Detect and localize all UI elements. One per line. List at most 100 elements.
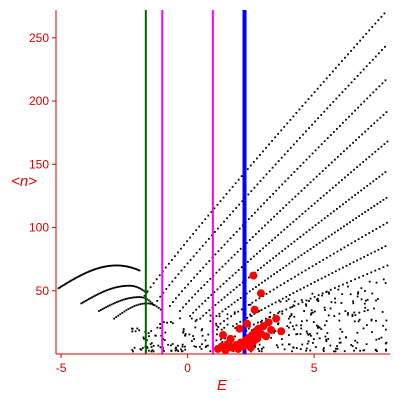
data-point-ray-7 xyxy=(240,308,243,311)
data-point-cloud xyxy=(385,319,388,322)
data-point-ray-2 xyxy=(257,208,259,211)
data-point-cloud xyxy=(188,333,191,336)
data-point-cloud xyxy=(150,350,153,353)
data-point-ray-6 xyxy=(349,221,351,224)
data-point-arc-0 xyxy=(81,273,84,276)
data-point-ray-6 xyxy=(218,312,221,315)
data-point-cloud xyxy=(251,329,253,332)
data-point-ray-0 xyxy=(313,91,316,94)
data-point-cloud xyxy=(384,348,387,351)
data-point-ray-3 xyxy=(370,125,373,127)
data-point-ray-7 xyxy=(279,284,282,287)
data-point-ray-3 xyxy=(270,218,272,221)
data-point-cloud xyxy=(362,349,365,352)
data-point-ray-4 xyxy=(234,271,237,274)
data-point-ray-6 xyxy=(340,227,342,230)
data-point-arc-2 xyxy=(114,302,116,304)
data-point-ray-1 xyxy=(341,91,344,94)
data-point-ray-1 xyxy=(162,291,165,294)
data-point-ray-9 xyxy=(337,285,340,288)
data-point-cloud xyxy=(317,299,320,302)
data-point-cloud xyxy=(283,348,286,351)
data-point-ray-0 xyxy=(259,154,261,156)
data-point-ray-3 xyxy=(303,187,306,189)
data-point-ray-3 xyxy=(221,265,224,268)
data-point-ray-3 xyxy=(279,210,282,212)
data-point-ray-3 xyxy=(382,113,385,116)
data-point-cloud xyxy=(357,292,359,295)
data-point-ray-4 xyxy=(265,244,267,247)
data-point-ray-1 xyxy=(368,62,371,64)
data-point-cloud xyxy=(146,346,149,349)
data-point-ray-7 xyxy=(371,230,374,232)
data-point-arc-1 xyxy=(91,296,93,299)
data-point-ray-5 xyxy=(202,314,205,317)
data-point-ray-7 xyxy=(276,286,279,289)
data-point-cloud xyxy=(207,344,209,347)
data-point-cloud xyxy=(292,304,295,307)
data-point-ray-2 xyxy=(339,124,341,127)
data-point-ray-4 xyxy=(195,308,198,311)
data-point-ray-2 xyxy=(253,211,256,214)
data-point-ray-3 xyxy=(233,253,236,256)
data-point-ray-4 xyxy=(304,210,307,213)
data-point-cloud xyxy=(318,326,321,329)
data-point-arc-3 xyxy=(149,302,152,305)
data-point-ray-7 xyxy=(368,232,371,234)
highlight-point xyxy=(249,271,258,280)
data-point-cloud xyxy=(370,318,373,321)
data-point-ray-0 xyxy=(359,39,362,42)
data-point-arc-3 xyxy=(131,306,134,308)
data-point-ray-6 xyxy=(327,235,330,238)
data-point-arc-2 xyxy=(112,302,115,305)
data-point-ray-6 xyxy=(312,246,315,248)
data-point-ray-9 xyxy=(321,292,324,295)
data-point-cloud xyxy=(304,303,307,306)
data-point-ray-5 xyxy=(317,221,320,224)
data-point-arc-0 xyxy=(72,278,75,281)
data-point-ray-1 xyxy=(347,84,350,87)
data-point-ray-0 xyxy=(268,143,270,146)
data-point-cloud xyxy=(351,313,354,316)
data-point-ray-6 xyxy=(294,258,297,261)
data-point-ray-3 xyxy=(264,224,266,227)
data-point-cloud xyxy=(305,304,308,307)
data-point-ray-1 xyxy=(350,81,353,84)
data-point-cloud xyxy=(291,306,294,308)
data-point-cloud xyxy=(287,298,290,301)
data-point-ray-3 xyxy=(203,284,206,286)
data-point-cloud xyxy=(316,298,318,301)
y-tick-label: 200 xyxy=(29,94,49,108)
data-point-ray-8 xyxy=(381,247,383,249)
data-point-ray-7 xyxy=(315,263,318,265)
data-point-arc-0 xyxy=(95,267,98,270)
data-point-cloud xyxy=(316,297,319,300)
data-point-ray-4 xyxy=(295,218,298,221)
data-point-cloud xyxy=(209,314,212,317)
data-point-cloud xyxy=(273,331,275,334)
highlight-point xyxy=(272,314,281,323)
data-point-cloud xyxy=(384,342,387,345)
data-point-ray-3 xyxy=(330,161,333,164)
data-point-ray-6 xyxy=(282,266,285,269)
data-point-ray-5 xyxy=(329,212,332,215)
data-point-ray-4 xyxy=(201,302,204,305)
data-point-cloud xyxy=(147,349,150,352)
data-point-cloud xyxy=(180,350,183,353)
data-point-ray-4 xyxy=(292,220,295,223)
data-point-arc-3 xyxy=(113,317,116,320)
data-point-ray-3 xyxy=(206,280,209,283)
data-point-cloud xyxy=(163,339,166,342)
data-point-cloud xyxy=(292,346,295,349)
data-point-cloud xyxy=(324,309,326,311)
data-point-cloud xyxy=(145,345,148,348)
data-point-arc-0 xyxy=(96,267,99,270)
data-point-cloud xyxy=(343,350,346,353)
data-point-ray-5 xyxy=(351,196,353,199)
data-point-cloud xyxy=(193,345,196,348)
data-point-ray-2 xyxy=(375,88,378,91)
data-point-ray-4 xyxy=(225,280,228,282)
data-point-ray-7 xyxy=(357,238,360,241)
data-point-ray-1 xyxy=(217,227,219,230)
data-point-cloud xyxy=(174,347,177,350)
